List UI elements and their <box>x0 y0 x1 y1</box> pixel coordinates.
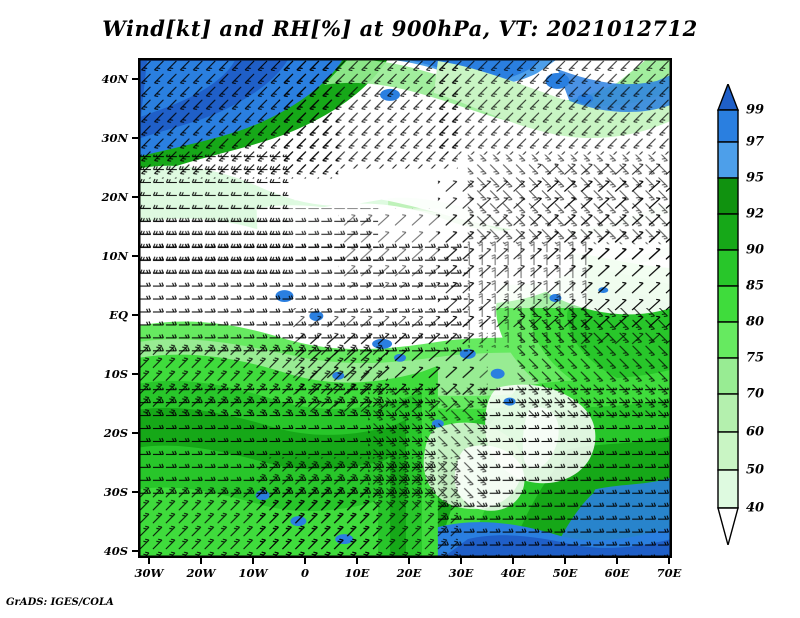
colorbar-tick-90: 90 <box>746 242 765 258</box>
x-tick-mark <box>356 558 358 564</box>
y-tick-mark <box>132 255 138 257</box>
y-axis-label-30N: 30N <box>101 131 128 145</box>
map-plot-area[interactable] <box>138 58 672 558</box>
x-tick-mark <box>252 558 254 564</box>
x-axis-label-70E: 70E <box>656 566 682 580</box>
x-axis-label-50E: 50E <box>552 566 578 580</box>
y-tick-mark <box>132 78 138 80</box>
colorbar[interactable] <box>716 84 740 545</box>
y-axis-label-40S: 40S <box>103 544 128 558</box>
x-tick-mark <box>460 558 462 564</box>
x-axis-label-60E: 60E <box>604 566 630 580</box>
x-axis-label-10W: 10W <box>238 566 268 580</box>
y-tick-mark <box>132 314 138 316</box>
x-tick-mark <box>148 558 150 564</box>
colorbar-tick-97: 97 <box>746 134 765 150</box>
y-axis-label-10N: 10N <box>101 249 128 263</box>
colorbar-tick-75: 75 <box>746 350 765 366</box>
y-axis-label-40N: 40N <box>101 72 128 86</box>
y-tick-mark <box>132 373 138 375</box>
colorbar-tick-80: 80 <box>746 314 765 330</box>
x-tick-mark <box>564 558 566 564</box>
x-tick-mark <box>512 558 514 564</box>
x-tick-mark <box>200 558 202 564</box>
chart-title: Wind[kt] and RH[%] at 900hPa, VT: 202101… <box>102 16 698 41</box>
rh-wind-map <box>139 59 671 557</box>
y-tick-mark <box>132 491 138 493</box>
colorbar-tick-85: 85 <box>746 278 765 294</box>
x-axis-label-30E: 30E <box>448 566 474 580</box>
y-tick-mark <box>132 196 138 198</box>
grads-attribution: GrADS: IGES/COLA <box>6 597 114 608</box>
colorbar-under-arrow <box>717 507 739 545</box>
colorbar-tick-92: 92 <box>746 206 765 222</box>
x-tick-mark <box>304 558 306 564</box>
y-axis-label-10S: 10S <box>103 367 128 381</box>
x-axis-label-20E: 20E <box>396 566 422 580</box>
x-axis-label-0: 0 <box>300 566 310 580</box>
y-axis-label-20N: 20N <box>101 190 128 204</box>
colorbar-tick-40: 40 <box>746 500 765 516</box>
y-tick-mark <box>132 137 138 139</box>
colorbar-tick-60: 60 <box>746 424 765 440</box>
colorbar-over-arrow <box>716 84 740 111</box>
y-axis-label-20S: 20S <box>103 426 128 440</box>
y-tick-mark <box>132 550 138 552</box>
x-tick-mark <box>616 558 618 564</box>
x-axis-label-30W: 30W <box>134 566 164 580</box>
colorbar-scale <box>716 84 740 545</box>
y-axis-label-EQ: EQ <box>109 308 128 322</box>
x-axis-label-10E: 10E <box>344 566 370 580</box>
x-tick-mark <box>668 558 670 564</box>
colorbar-tick-70: 70 <box>746 386 765 402</box>
x-tick-mark <box>408 558 410 564</box>
colorbar-tick-99: 99 <box>746 102 765 118</box>
colorbar-tick-95: 95 <box>746 170 765 186</box>
x-axis-label-20W: 20W <box>186 566 216 580</box>
colorbar-tick-50: 50 <box>746 462 765 478</box>
x-axis-label-40E: 40E <box>500 566 526 580</box>
y-axis-label-30S: 30S <box>103 485 128 499</box>
y-tick-mark <box>132 432 138 434</box>
